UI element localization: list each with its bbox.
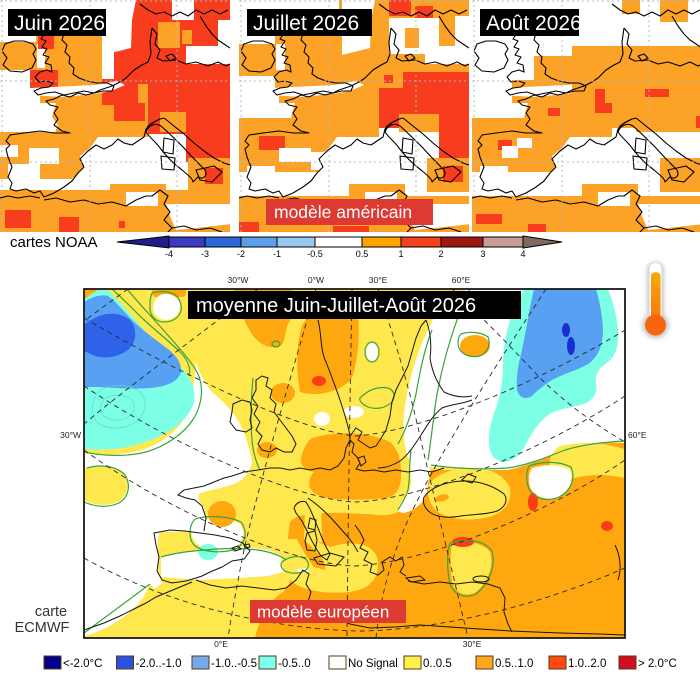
svg-text:cartes NOAA: cartes NOAA bbox=[10, 234, 98, 251]
svg-text:3: 3 bbox=[480, 249, 485, 259]
svg-text:60°E: 60°E bbox=[452, 275, 471, 285]
svg-text:60°E: 60°E bbox=[628, 430, 647, 440]
svg-text:30°W: 30°W bbox=[228, 275, 249, 285]
svg-text:modèle américain: modèle américain bbox=[274, 202, 412, 222]
svg-text:0..0.5: 0..0.5 bbox=[423, 658, 452, 670]
svg-text:30°W: 30°W bbox=[60, 430, 81, 440]
svg-text:2: 2 bbox=[438, 249, 443, 259]
svg-text:ECMWF: ECMWF bbox=[15, 620, 70, 636]
svg-text:30°E: 30°E bbox=[463, 639, 482, 649]
svg-text:Juillet 2026: Juillet 2026 bbox=[253, 12, 359, 35]
svg-text:1.0..2.0: 1.0..2.0 bbox=[568, 658, 606, 670]
svg-text:modèle européen: modèle européen bbox=[257, 603, 389, 622]
svg-text:-1.0..-0.5: -1.0..-0.5 bbox=[211, 658, 257, 670]
svg-text:0°W: 0°W bbox=[308, 275, 324, 285]
svg-text:-2.0..-1.0: -2.0..-1.0 bbox=[136, 658, 182, 670]
svg-text:-4: -4 bbox=[165, 249, 173, 259]
svg-text:moyenne Juin-Juillet-Août 2026: moyenne Juin-Juillet-Août 2026 bbox=[196, 295, 476, 317]
svg-text:0°E: 0°E bbox=[214, 639, 228, 649]
svg-text:-1: -1 bbox=[273, 249, 281, 259]
svg-text:-3: -3 bbox=[201, 249, 209, 259]
svg-text:0.5: 0.5 bbox=[356, 249, 369, 259]
svg-text:carte: carte bbox=[35, 604, 67, 620]
svg-text:-0.5..0: -0.5..0 bbox=[278, 658, 311, 670]
svg-text:4: 4 bbox=[520, 249, 525, 259]
svg-text:-2: -2 bbox=[237, 249, 245, 259]
svg-text:<-2.0°C: <-2.0°C bbox=[63, 658, 102, 670]
svg-text:No Signal: No Signal bbox=[348, 658, 398, 670]
svg-text:Août 2026: Août 2026 bbox=[486, 12, 582, 35]
svg-text:30°E: 30°E bbox=[369, 275, 388, 285]
svg-text:0.5..1.0: 0.5..1.0 bbox=[495, 658, 533, 670]
svg-text:-0.5: -0.5 bbox=[307, 249, 323, 259]
svg-text:1: 1 bbox=[398, 249, 403, 259]
svg-text:> 2.0°C: > 2.0°C bbox=[638, 658, 677, 670]
svg-text:Juin 2026: Juin 2026 bbox=[14, 12, 105, 35]
